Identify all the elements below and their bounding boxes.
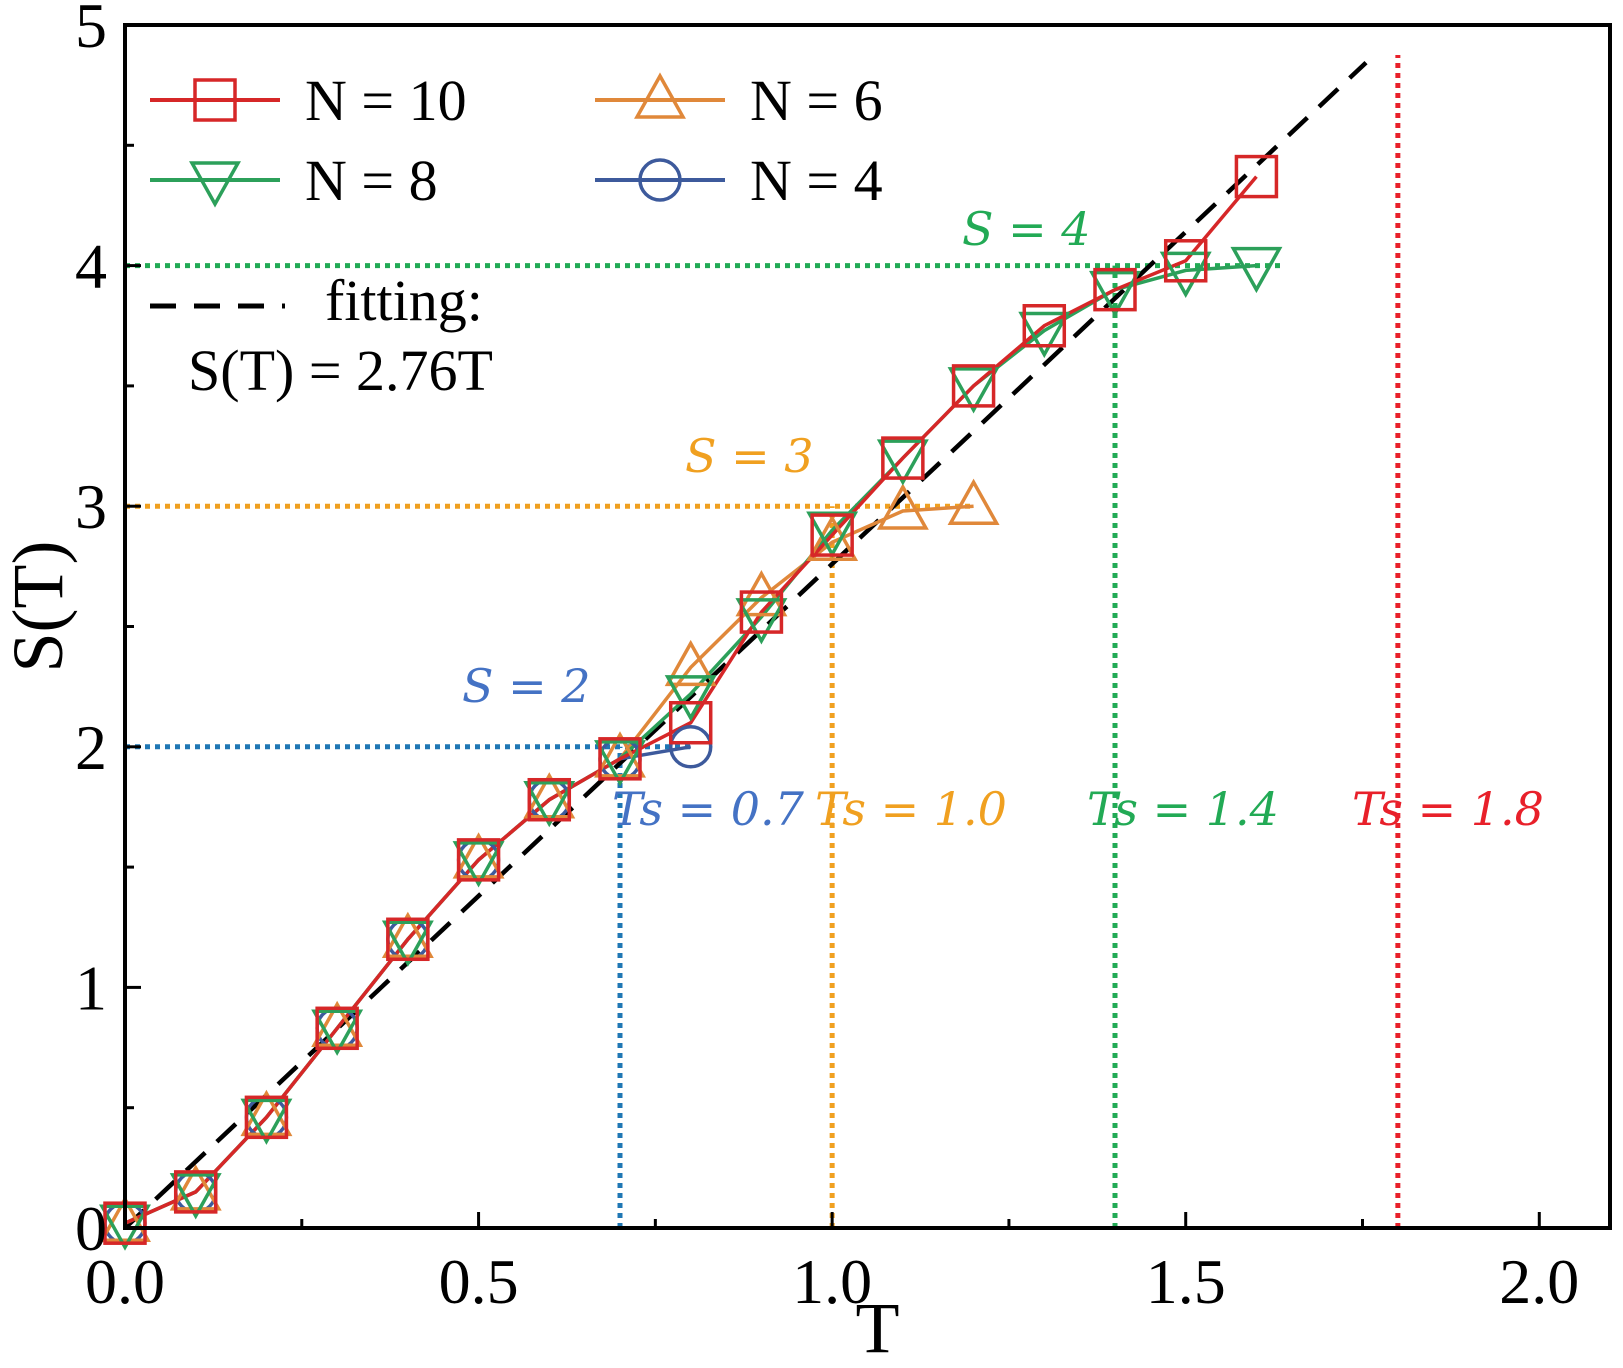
data-point-0-7 xyxy=(598,737,642,781)
legend-marker-1 xyxy=(189,161,241,208)
y-tick-label-4: 4 xyxy=(75,231,107,302)
legend-marker-0 xyxy=(193,78,237,122)
data-point-2-11 xyxy=(876,483,929,530)
data-point-1-8 xyxy=(664,675,717,722)
y-tick-label-0: 0 xyxy=(75,1193,107,1264)
y-tick-label-3: 3 xyxy=(75,471,107,542)
ts-label-s2: Ts = 0.7 xyxy=(612,782,805,836)
data-point-2-6 xyxy=(523,772,576,819)
ts-label-s4: Ts = 1.4 xyxy=(1087,782,1279,836)
y-tick-label-1: 1 xyxy=(75,952,107,1023)
data-point-1-3 xyxy=(311,1009,364,1056)
data-point-2-5 xyxy=(452,832,505,879)
x-tick-label-1.0: 1.0 xyxy=(792,1246,872,1317)
data-point-2-1 xyxy=(169,1164,222,1211)
x-tick-label-1.5: 1.5 xyxy=(1146,1246,1226,1317)
data-point-1-7 xyxy=(594,740,646,787)
legend-fit-label: fitting: xyxy=(325,268,483,333)
data-point-1-10 xyxy=(806,511,859,558)
data-point-0-11 xyxy=(881,436,925,480)
annotation-s3: S = 3 xyxy=(685,429,814,483)
data-point-0-4 xyxy=(386,917,430,962)
ts-label-s3: Ts = 1.0 xyxy=(815,782,1007,836)
x-tick-label-0.0: 0.0 xyxy=(85,1246,165,1317)
data-point-0-16 xyxy=(1234,154,1279,199)
data-point-0-8 xyxy=(668,700,713,745)
legend-fit-equation: S(T) = 2.76T xyxy=(188,338,493,403)
x-tick-label-0.5: 0.5 xyxy=(439,1246,519,1317)
data-point-3-8 xyxy=(668,725,713,769)
ts-label-s5: Ts = 1.8 xyxy=(1352,782,1544,836)
x-axis-title: T xyxy=(856,1288,900,1368)
fit-line xyxy=(123,60,1368,1230)
data-point-0-5 xyxy=(456,838,501,882)
data-point-1-11 xyxy=(876,439,929,486)
data-point-1-5 xyxy=(452,841,505,888)
data-point-2-4 xyxy=(381,911,434,959)
data-point-2-8 xyxy=(664,639,717,687)
data-point-2-2 xyxy=(240,1089,293,1137)
series-line-3 xyxy=(124,745,692,1225)
data-point-1-1 xyxy=(169,1173,222,1220)
data-point-1-13 xyxy=(1018,311,1071,359)
data-point-1-9 xyxy=(735,598,788,645)
legend-label-0: N = 10 xyxy=(305,68,467,133)
data-point-0-6 xyxy=(527,777,572,822)
data-point-1-16 xyxy=(1230,246,1283,294)
y-tick-label-2: 2 xyxy=(75,712,107,783)
data-point-2-3 xyxy=(311,1000,364,1048)
legend-marker-2 xyxy=(634,72,686,119)
legend-label-1: N = 8 xyxy=(305,148,438,213)
data-point-0-13 xyxy=(1022,304,1067,348)
annotation-s2: S = 2 xyxy=(462,659,591,713)
data-point-2-0 xyxy=(99,1195,151,1242)
data-point-2-10 xyxy=(806,514,859,562)
data-point-1-6 xyxy=(523,780,576,828)
data-point-0-3 xyxy=(315,1006,359,1051)
y-axis-title: S(T) xyxy=(0,541,78,673)
data-point-0-10 xyxy=(810,513,854,557)
data-point-1-14 xyxy=(1089,270,1141,318)
data-point-1-2 xyxy=(240,1098,293,1145)
data-point-1-15 xyxy=(1159,251,1212,298)
data-point-1-4 xyxy=(381,920,434,967)
data-point-1-12 xyxy=(947,367,1000,414)
legend-label-3: N = 4 xyxy=(750,148,883,213)
data-point-0-1 xyxy=(173,1170,218,1214)
legend: N = 10 N = 8 N = 6 N = 4 fitting:S(T) = 2.76… xyxy=(150,68,883,403)
data-point-0-2 xyxy=(244,1095,289,1140)
data-point-2-12 xyxy=(947,478,1000,525)
data-point-2-9 xyxy=(735,570,788,617)
data-point-0-9 xyxy=(739,590,784,634)
data-point-2-7 xyxy=(594,731,646,778)
legend-marker-3 xyxy=(638,158,682,202)
x-tick-label-2.0: 2.0 xyxy=(1499,1246,1579,1317)
plot-area: S = 2 Ts = 0.7 S = 3 Ts = 1.0 S = 4 Ts = 1.4 T… xyxy=(99,55,1544,1251)
data-point-0-14 xyxy=(1093,267,1137,312)
annotation-s4: S = 4 xyxy=(962,202,1091,256)
data-point-0-12 xyxy=(951,364,996,408)
data-point-0-15 xyxy=(1163,239,1208,283)
legend-label-2: N = 6 xyxy=(750,68,883,133)
y-tick-label-5: 5 xyxy=(75,0,107,61)
